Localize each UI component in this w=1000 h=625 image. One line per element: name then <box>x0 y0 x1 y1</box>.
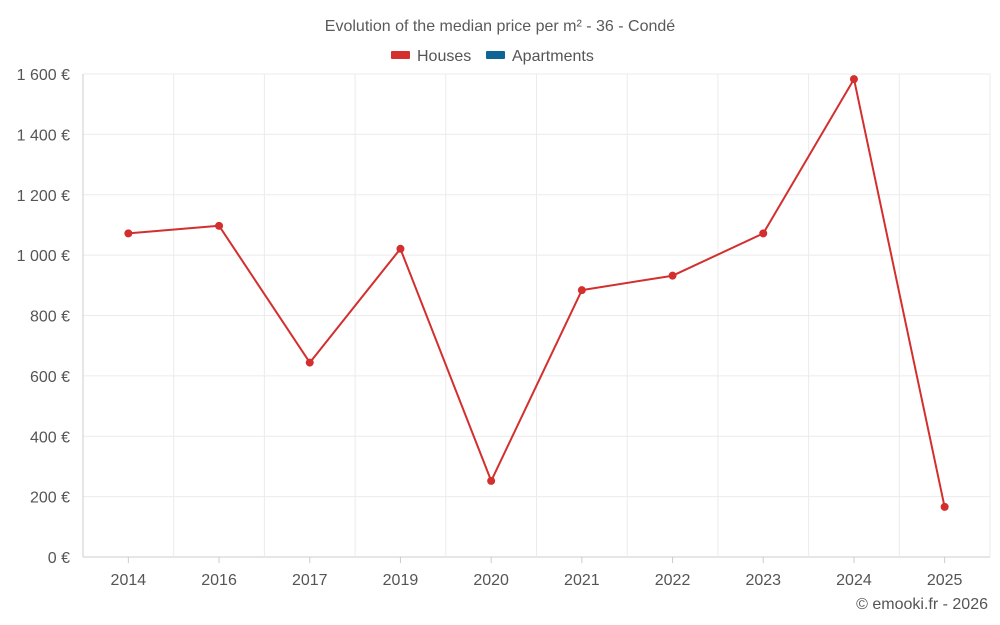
y-tick-label: 0 € <box>48 550 70 567</box>
y-tick-label: 800 € <box>30 309 70 326</box>
chart-title: Evolution of the median price per m² - 3… <box>325 18 676 35</box>
data-point-houses-2017[interactable] <box>305 358 314 367</box>
x-tick-label: 2023 <box>745 572 781 589</box>
y-tick-label: 1 600 € <box>17 67 70 84</box>
y-tick-label: 1 200 € <box>17 188 70 205</box>
series-layer <box>124 75 949 511</box>
legend-label-houses: Houses <box>417 48 471 65</box>
x-tick-label: 2022 <box>655 572 691 589</box>
legend-label-apartments: Apartments <box>512 48 594 65</box>
y-tick-label: 600 € <box>30 369 70 386</box>
data-point-houses-2019[interactable] <box>396 244 405 253</box>
data-point-houses-2021[interactable] <box>577 286 586 295</box>
x-tick-label: 2014 <box>111 572 147 589</box>
data-point-houses-2020[interactable] <box>487 476 496 485</box>
y-tick-label: 1 000 € <box>17 248 70 265</box>
legend-item-houses[interactable]: Houses <box>391 48 471 65</box>
x-tick-label: 2020 <box>473 572 509 589</box>
x-tick-label: 2019 <box>383 572 419 589</box>
x-tick-label: 2025 <box>927 572 963 589</box>
data-point-houses-2014[interactable] <box>124 229 133 238</box>
data-point-houses-2016[interactable] <box>215 221 224 230</box>
data-point-houses-2024[interactable] <box>849 75 858 84</box>
grid <box>82 73 991 558</box>
y-axis-ticks: 0 € 200 € 400 € 600 € 800 € 1 000 € 1 200 € 1 4… <box>17 67 70 567</box>
series-line-houses <box>128 78 946 508</box>
y-tick-label: 200 € <box>30 490 70 507</box>
y-tick-label: 1 400 € <box>17 127 70 144</box>
data-point-houses-2022[interactable] <box>668 271 677 280</box>
legend-item-apartments[interactable]: Apartments <box>486 48 594 65</box>
y-tick-label: 400 € <box>30 429 70 446</box>
legend-swatch-houses <box>391 51 410 59</box>
x-tick-label: 2021 <box>564 572 600 589</box>
legend-swatch-apartments <box>486 51 505 59</box>
data-point-houses-2023[interactable] <box>759 229 768 238</box>
credit-text: © emooki.fr - 2026 <box>856 596 988 613</box>
x-tick-label: 2017 <box>292 572 328 589</box>
data-point-houses-2025[interactable] <box>940 502 949 511</box>
x-tick-label: 2024 <box>836 572 872 589</box>
x-tick-label: 2016 <box>201 572 237 589</box>
x-axis-ticks: 2014 2016 2017 2019 2020 2021 2022 2023 2024 2025 <box>111 557 963 589</box>
legend: Houses Apartments <box>391 48 594 65</box>
